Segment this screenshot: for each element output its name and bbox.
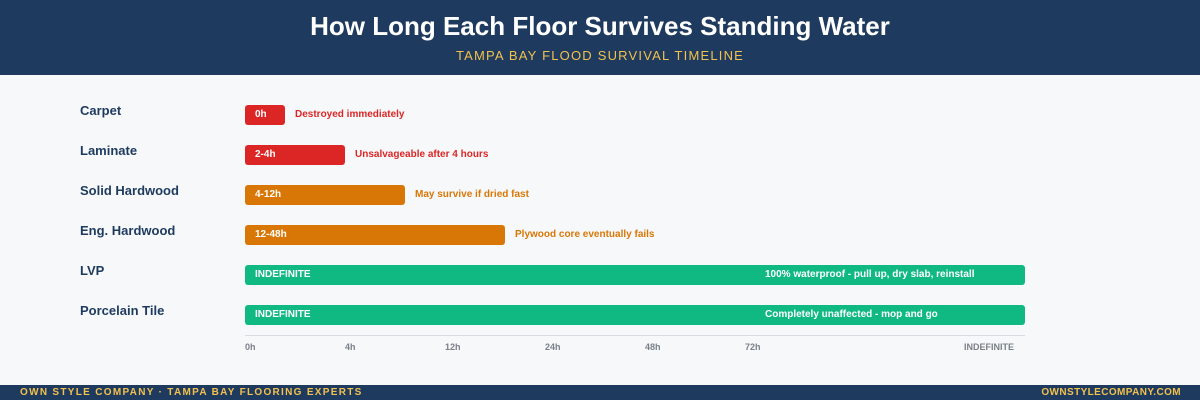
bar-value-label: INDEFINITE bbox=[255, 269, 311, 280]
footer-company-text: OWN STYLE COMPANY · TAMPA BAY FLOORING E… bbox=[20, 387, 363, 398]
x-tick-label: 12h bbox=[445, 342, 461, 352]
bar-destroyed: 2-4h bbox=[245, 145, 345, 165]
bar-safe: INDEFINITE bbox=[245, 265, 1025, 285]
bar-risk: 12-48h bbox=[245, 225, 505, 245]
x-tick-label: 48h bbox=[645, 342, 661, 352]
category-label: Eng. Hardwood bbox=[80, 223, 176, 238]
chart-title: How Long Each Floor Survives Standing Wa… bbox=[310, 11, 890, 41]
bar-safe: INDEFINITE bbox=[245, 305, 1025, 325]
bar-annotation: Completely unaffected - mop and go bbox=[765, 309, 938, 320]
x-tick-label: 24h bbox=[545, 342, 561, 352]
x-tick-label: 4h bbox=[345, 342, 356, 352]
bar-annotation: May survive if dried fast bbox=[415, 189, 529, 200]
bar-annotation: Unsalvageable after 4 hours bbox=[355, 149, 489, 160]
chart-subtitle: TAMPA BAY FLOOD SURVIVAL TIMELINE bbox=[455, 48, 745, 63]
footer-bar: OWN STYLE COMPANY · TAMPA BAY FLOORING E… bbox=[0, 385, 1200, 400]
category-label: Carpet bbox=[80, 103, 122, 118]
x-tick-label: 72h bbox=[745, 342, 761, 352]
bar-annotation: Plywood core eventually fails bbox=[515, 229, 655, 240]
footer-website-text: OWNSTYLECOMPANY.COM bbox=[1041, 387, 1181, 398]
bar-value-label: 0h bbox=[255, 109, 267, 120]
category-label: Solid Hardwood bbox=[80, 183, 179, 198]
bar-chart: Carpet 0h Destroyed immediately Laminate 2-4… bbox=[0, 75, 1200, 385]
x-axis-line bbox=[245, 335, 1025, 336]
x-tick-label: 0h bbox=[245, 342, 256, 352]
bar-value-label: 2-4h bbox=[255, 149, 276, 160]
bar-risk: 4-12h bbox=[245, 185, 405, 205]
bar-annotation: Destroyed immediately bbox=[295, 109, 405, 120]
header-banner: How Long Each Floor Survives Standing Wa… bbox=[0, 0, 1200, 75]
bar-annotation: 100% waterproof - pull up, dry slab, rei… bbox=[765, 269, 975, 280]
bar-destroyed: 0h bbox=[245, 105, 285, 125]
bar-value-label: 4-12h bbox=[255, 189, 282, 200]
bar-value-label: 12-48h bbox=[255, 229, 287, 240]
category-label: Porcelain Tile bbox=[80, 303, 165, 318]
x-tick-label: INDEFINITE bbox=[963, 342, 1014, 352]
category-label: LVP bbox=[80, 263, 105, 278]
category-label: Laminate bbox=[80, 143, 138, 158]
bar-value-label: INDEFINITE bbox=[255, 309, 311, 320]
